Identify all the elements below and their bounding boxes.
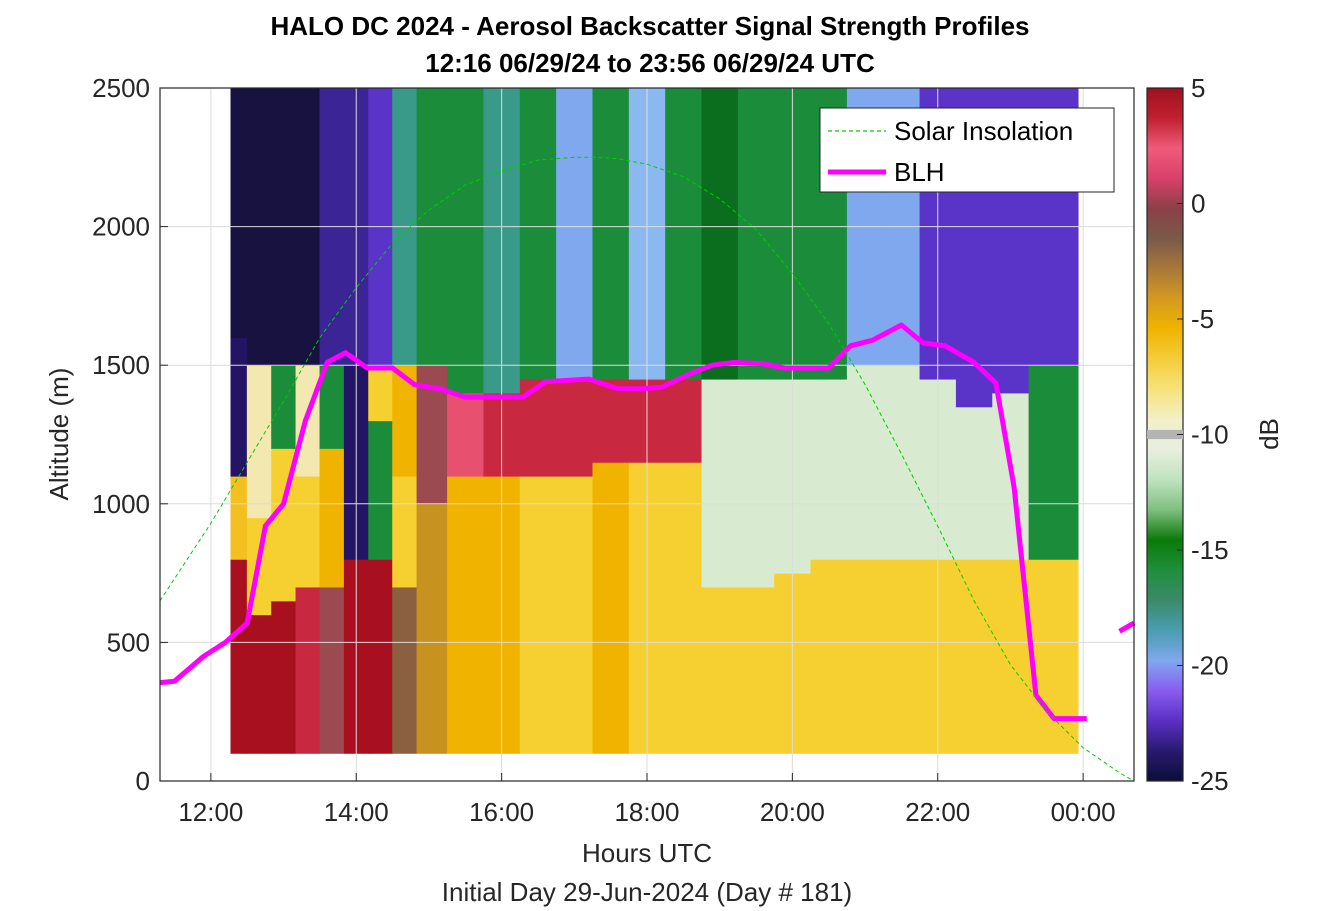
heatmap-cell xyxy=(319,448,345,588)
heatmap-cell xyxy=(246,614,272,754)
x-axis-label: Hours UTC xyxy=(582,838,712,868)
heatmap-cell xyxy=(295,476,321,588)
y-tick-label: 1500 xyxy=(92,350,150,380)
heatmap-cell xyxy=(701,88,739,380)
heatmap-cell xyxy=(810,379,848,560)
heatmap-cell xyxy=(519,476,557,754)
heatmap-cell xyxy=(295,586,321,754)
heatmap-cell xyxy=(737,379,775,588)
heatmap-cell xyxy=(955,559,993,754)
heatmap-cell xyxy=(846,365,884,560)
legend-box xyxy=(819,107,1115,193)
colorbar-tick-label: 0 xyxy=(1191,189,1205,219)
heatmap-cell xyxy=(319,586,345,754)
x-tick-label: 20:00 xyxy=(760,797,825,827)
heatmap-cell xyxy=(737,586,775,754)
x-tick-label: 12:00 xyxy=(178,797,243,827)
heatmap-cell xyxy=(883,365,921,560)
heatmap-cell xyxy=(392,476,418,588)
y-tick-label: 500 xyxy=(107,627,150,657)
heatmap-cell xyxy=(883,559,921,754)
heatmap-cell xyxy=(519,88,557,380)
colorbar-ticks: 5 0 -5 -10 -15 -20 -25 xyxy=(1147,73,1229,796)
y-tick-label: 2000 xyxy=(92,212,150,242)
colorbar-tick-label: 5 xyxy=(1191,73,1205,103)
solar-insolation-line xyxy=(159,156,1135,782)
heatmap-cell xyxy=(368,420,393,560)
heatmap-cell xyxy=(230,476,248,560)
heatmap-cell xyxy=(368,559,393,754)
legend-solar-label: Solar Insolation xyxy=(894,116,1073,146)
heatmap-cell xyxy=(230,88,248,338)
heatmap-cell xyxy=(701,586,739,754)
x-ticks: 12:00 14:00 16:00 18:00 20:00 22:00 00:00 xyxy=(178,773,1116,827)
blh-line xyxy=(159,322,1087,722)
y-tick-label: 1000 xyxy=(92,489,150,519)
heatmap-cell xyxy=(416,503,448,754)
colorbar-tick-label: -5 xyxy=(1191,304,1214,334)
heatmap-cell xyxy=(665,462,703,754)
x-axis-sublabel: Initial Day 29-Jun-2024 (Day # 181) xyxy=(442,877,852,907)
heatmap-cell xyxy=(955,406,993,560)
heatmap-cell xyxy=(737,88,775,380)
heatmap-cell xyxy=(665,88,703,380)
x-tick-label: 14:00 xyxy=(324,797,389,827)
heatmap-cell xyxy=(368,365,393,422)
colorbar-tick-label: -25 xyxy=(1191,766,1229,796)
heatmap-cell xyxy=(319,365,345,449)
x-tick-label: 18:00 xyxy=(614,797,679,827)
blh-line xyxy=(1118,620,1136,634)
heatmap-cell xyxy=(846,559,884,754)
lines xyxy=(159,156,1136,782)
heatmap-cell xyxy=(447,392,484,477)
heatmap-cell xyxy=(1028,365,1079,560)
heatmap-cell xyxy=(556,476,593,754)
heatmap-cell xyxy=(447,476,484,754)
colorbar-tick-label: -15 xyxy=(1191,535,1229,565)
colorbar-gray-band xyxy=(1147,429,1183,440)
x-tick-label: 00:00 xyxy=(1051,797,1116,827)
legend-blh-label: BLH xyxy=(894,157,945,187)
chart-title-line1: HALO DC 2024 - Aerosol Backscatter Signa… xyxy=(270,11,1029,41)
heatmap-cell xyxy=(392,586,418,754)
heatmap-cell xyxy=(271,600,297,754)
heatmap-cell xyxy=(246,365,272,519)
heatmap-cell xyxy=(701,379,739,588)
colorbar-tick-label: -10 xyxy=(1191,420,1229,450)
heatmap-cell xyxy=(665,379,703,463)
y-tick-label: 2500 xyxy=(92,73,150,103)
x-tick-label: 16:00 xyxy=(469,797,534,827)
heatmap-cell xyxy=(810,559,848,754)
heatmap-cell xyxy=(592,88,630,380)
y-axis-label: Altitude (m) xyxy=(44,368,74,501)
colorbar-label: dB xyxy=(1254,418,1284,450)
heatmap-cell xyxy=(230,559,248,754)
legend: Solar Insolation BLH xyxy=(819,107,1115,193)
chart-title-line2: 12:16 06/29/24 to 23:56 06/29/24 UTC xyxy=(425,48,875,78)
heatmap-cell xyxy=(447,88,484,394)
x-tick-label: 22:00 xyxy=(905,797,970,827)
heatmap-cell xyxy=(556,88,593,380)
y-tick-label: 0 xyxy=(136,766,150,796)
heatmap-cell xyxy=(230,337,248,477)
heatmap-cell xyxy=(1028,559,1079,754)
heatmap-cell xyxy=(271,365,297,449)
heatmap-cell xyxy=(556,379,593,477)
heatmap-cell xyxy=(592,462,630,754)
colorbar-tick-label: -20 xyxy=(1191,651,1229,681)
y-ticks: 0 500 1000 1500 2000 2500 xyxy=(92,73,168,796)
heatmap-cell xyxy=(592,379,630,463)
